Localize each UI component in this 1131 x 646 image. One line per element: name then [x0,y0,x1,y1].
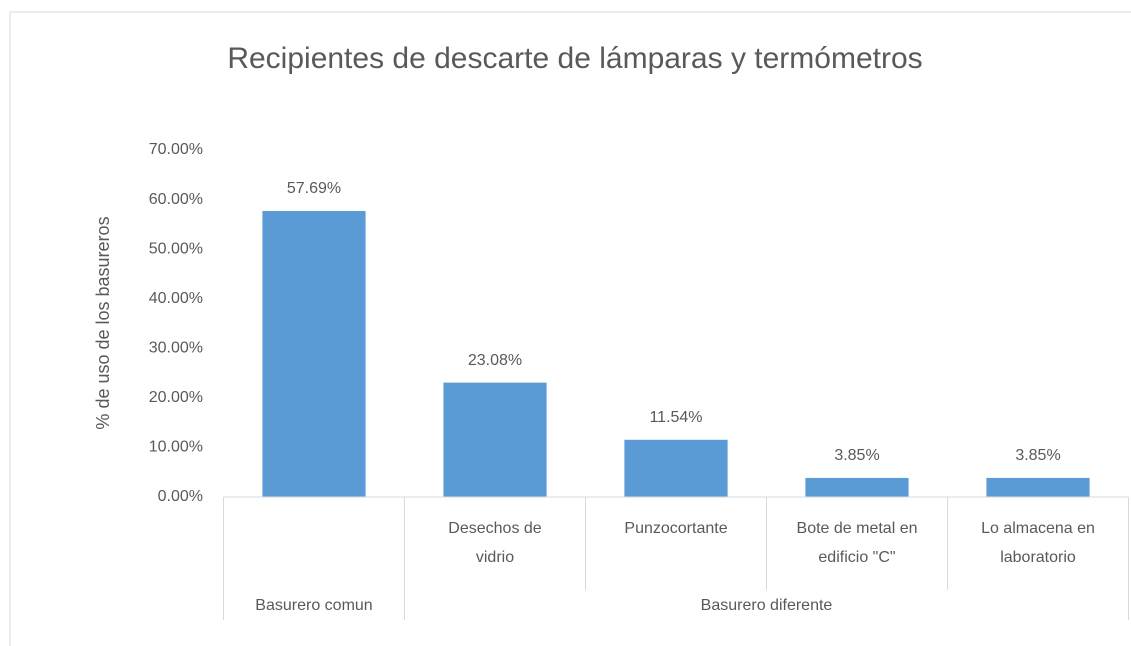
y-tick-label: 40.00% [149,290,203,307]
bar [624,439,728,497]
bar [805,477,909,497]
y-tick-label: 50.00% [149,240,203,257]
data-label: 3.85% [834,447,879,464]
y-tick-label: 20.00% [149,389,203,406]
data-label: 11.54% [649,409,702,426]
chart-border [9,11,1131,646]
y-tick-label: 70.00% [149,141,203,158]
bar [262,211,366,497]
x-tick-label: Lo almacena en laboratorio [981,520,1095,566]
group-label: Basurero diferente [700,597,833,614]
data-label: 57.69% [287,180,341,197]
y-tick-label: 60.00% [149,191,203,208]
bar [986,477,1090,497]
x-tick-label: Bote de metal en edificio "C" [796,520,918,566]
chart-title: Recipientes de descarte de lámparas y te… [227,42,922,75]
x-tick-label: Punzocortante [624,520,728,537]
group-label: Basurero comun [255,597,373,614]
y-tick-label: 0.00% [158,488,203,505]
y-axis-title: % de uso de los basureros [93,216,113,429]
bar [443,382,547,497]
x-tick-label: Desechos de vidrio [448,520,542,566]
data-label: 3.85% [1015,447,1060,464]
y-tick-label: 30.00% [149,340,203,357]
data-label: 23.08% [468,352,522,369]
y-tick-label: 10.00% [149,439,203,456]
